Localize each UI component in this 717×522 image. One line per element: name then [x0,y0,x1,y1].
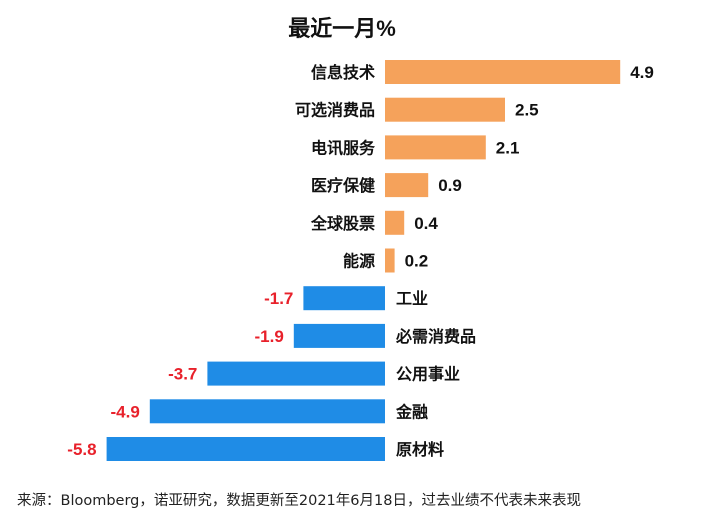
bar-可选消费品 [385,97,505,122]
bar-公用事业 [207,361,385,386]
category-label: 可选消费品 [295,101,375,120]
chart-title: 最近一月% [288,16,396,41]
category-label: 电讯服务 [311,138,376,157]
value-label: -1.9 [255,327,284,346]
value-label: -1.7 [264,289,293,308]
bar-工业 [303,286,385,311]
category-label: 必需消费品 [395,327,476,346]
value-label: 2.1 [496,138,520,157]
value-label: 0.9 [438,176,462,195]
value-label: 4.9 [630,63,654,82]
category-label: 工业 [396,289,428,308]
source-note: 来源：Bloomberg，诺亚研究，数据更新至2021年6月18日，过去业绩不代… [17,492,581,509]
category-label: 医疗保健 [311,176,375,195]
bar-能源 [385,248,395,273]
value-label: -5.8 [67,440,96,459]
value-label: 0.2 [405,252,429,271]
category-label: 公用事业 [396,365,460,384]
bar-信息技术 [385,60,621,84]
bars-group: 信息技术 4.9 可选消费品 2.5 电讯服务 2.1 医疗保健 0.9 全球股票 0.4 能源 0.… [67,60,654,461]
category-label: 金融 [395,402,428,421]
bar-必需消费品 [293,323,385,348]
category-label: 全球股票 [310,214,375,233]
category-label: 能源 [343,252,375,271]
value-label: -3.7 [168,365,197,384]
bar-金融 [149,399,385,424]
value-label: -4.9 [111,402,140,421]
value-label: 2.5 [515,101,539,120]
bar-全球股票 [385,210,405,235]
bar-原材料 [106,437,385,461]
category-label: 原材料 [396,440,444,459]
bar-医疗保健 [385,173,429,198]
bar-电讯服务 [385,135,486,160]
category-label: 信息技术 [311,63,375,82]
value-label: 0.4 [414,214,438,233]
